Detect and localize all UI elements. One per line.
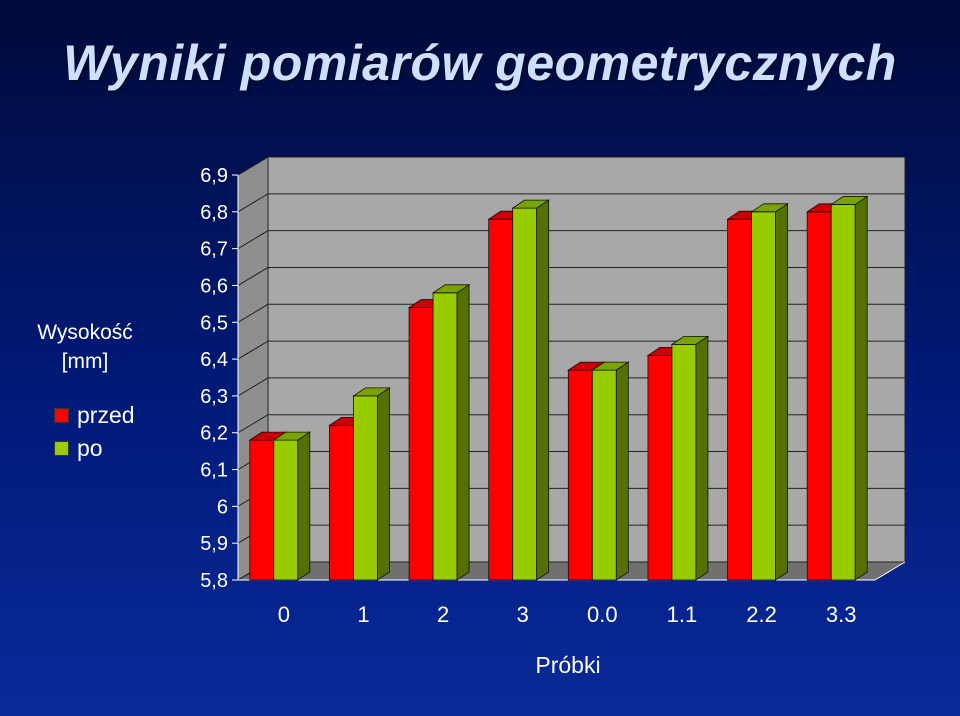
x-tick-label: 0 [278, 602, 290, 627]
legend-label-po: po [77, 435, 103, 461]
bar-top-po-3.3 [829, 196, 869, 205]
x-tick-label: 2.2 [746, 602, 777, 627]
x-tick-label: 1.1 [667, 602, 698, 627]
y-tick-label: 6,2 [200, 423, 228, 445]
bar-side-po-1.1 [695, 335, 709, 581]
x-tick-label: 1 [357, 602, 369, 627]
y-tick-label: 6,8 [200, 202, 228, 224]
x-tick-label: 3.3 [826, 602, 857, 627]
bar-przed-1 [329, 424, 354, 581]
gridline [237, 156, 905, 176]
bar-side-po-2.2 [775, 203, 788, 581]
legend-item-po: po [54, 432, 135, 465]
gridline [237, 193, 905, 213]
bar-przed-3.3 [806, 211, 832, 581]
bar-side-po-3 [536, 199, 550, 581]
y-tick-label: 6,7 [200, 239, 228, 261]
y-tick-label: 6 [217, 496, 228, 518]
y-tick-label: 6,6 [200, 275, 228, 297]
y-tick-label: 6,1 [200, 460, 228, 482]
bar-top-po-1.1 [670, 335, 710, 345]
legend: przed po [54, 399, 135, 465]
legend-label-przed: przed [77, 402, 135, 428]
bar-top-po-0.0 [590, 361, 630, 371]
legend-swatch-przed [54, 408, 69, 423]
y-tick-label: 6,9 [200, 165, 228, 187]
y-axis-label-line1: Wysokość [37, 321, 133, 344]
y-tick-label: 5,9 [200, 533, 228, 555]
bar-przed-3 [488, 218, 514, 581]
bar-po-2.2 [751, 211, 776, 581]
bar-przed-1.1 [647, 355, 673, 581]
bar-side-po-1 [377, 387, 390, 581]
gridline [237, 266, 905, 286]
legend-swatch-po [54, 441, 69, 456]
bar-top-po-0 [272, 431, 312, 441]
y-tick-label: 5,8 [200, 570, 228, 592]
bar-przed-2.2 [727, 218, 752, 581]
bar-przed-2 [408, 307, 434, 581]
bar-top-po-2.2 [750, 203, 789, 213]
bar-top-po-3 [511, 199, 551, 209]
x-tick-label: 0.0 [587, 602, 618, 627]
gridline [237, 303, 905, 323]
bar-przed-0 [249, 439, 275, 581]
bar-po-1.1 [671, 343, 697, 581]
x-tick-label: 3 [517, 602, 529, 627]
bar-po-1 [353, 395, 378, 581]
gridline [237, 230, 905, 250]
bar-side-po-0.0 [615, 361, 629, 581]
y-axis-label-line2: [mm] [61, 350, 109, 373]
bar-po-2 [432, 292, 458, 581]
y-tick-label: 6,3 [200, 386, 228, 408]
legend-item-przed: przed [54, 399, 135, 432]
y-tick-label: 6,4 [200, 349, 228, 371]
bar-side-po-2 [456, 284, 470, 581]
y-tick-label: 6,5 [200, 312, 228, 334]
x-axis-title: Próbki [535, 652, 600, 678]
bar-po-0 [273, 439, 299, 581]
bar-przed-0.0 [567, 369, 593, 581]
bar-side-po-0 [297, 431, 311, 581]
x-axis-depth-line [874, 561, 906, 581]
x-tick-label: 2 [437, 602, 449, 627]
bar-po-0.0 [591, 369, 617, 581]
bar-top-po-1 [352, 387, 391, 397]
bar-side-po-3.3 [854, 195, 868, 581]
bar-po-3.3 [830, 204, 856, 581]
y-axis-label: Wysokość [mm] [10, 318, 160, 376]
chart-title: Wyniki pomiarów geometrycznych [63, 35, 897, 91]
bar-top-po-2 [431, 284, 471, 294]
bar-po-3 [512, 207, 538, 581]
